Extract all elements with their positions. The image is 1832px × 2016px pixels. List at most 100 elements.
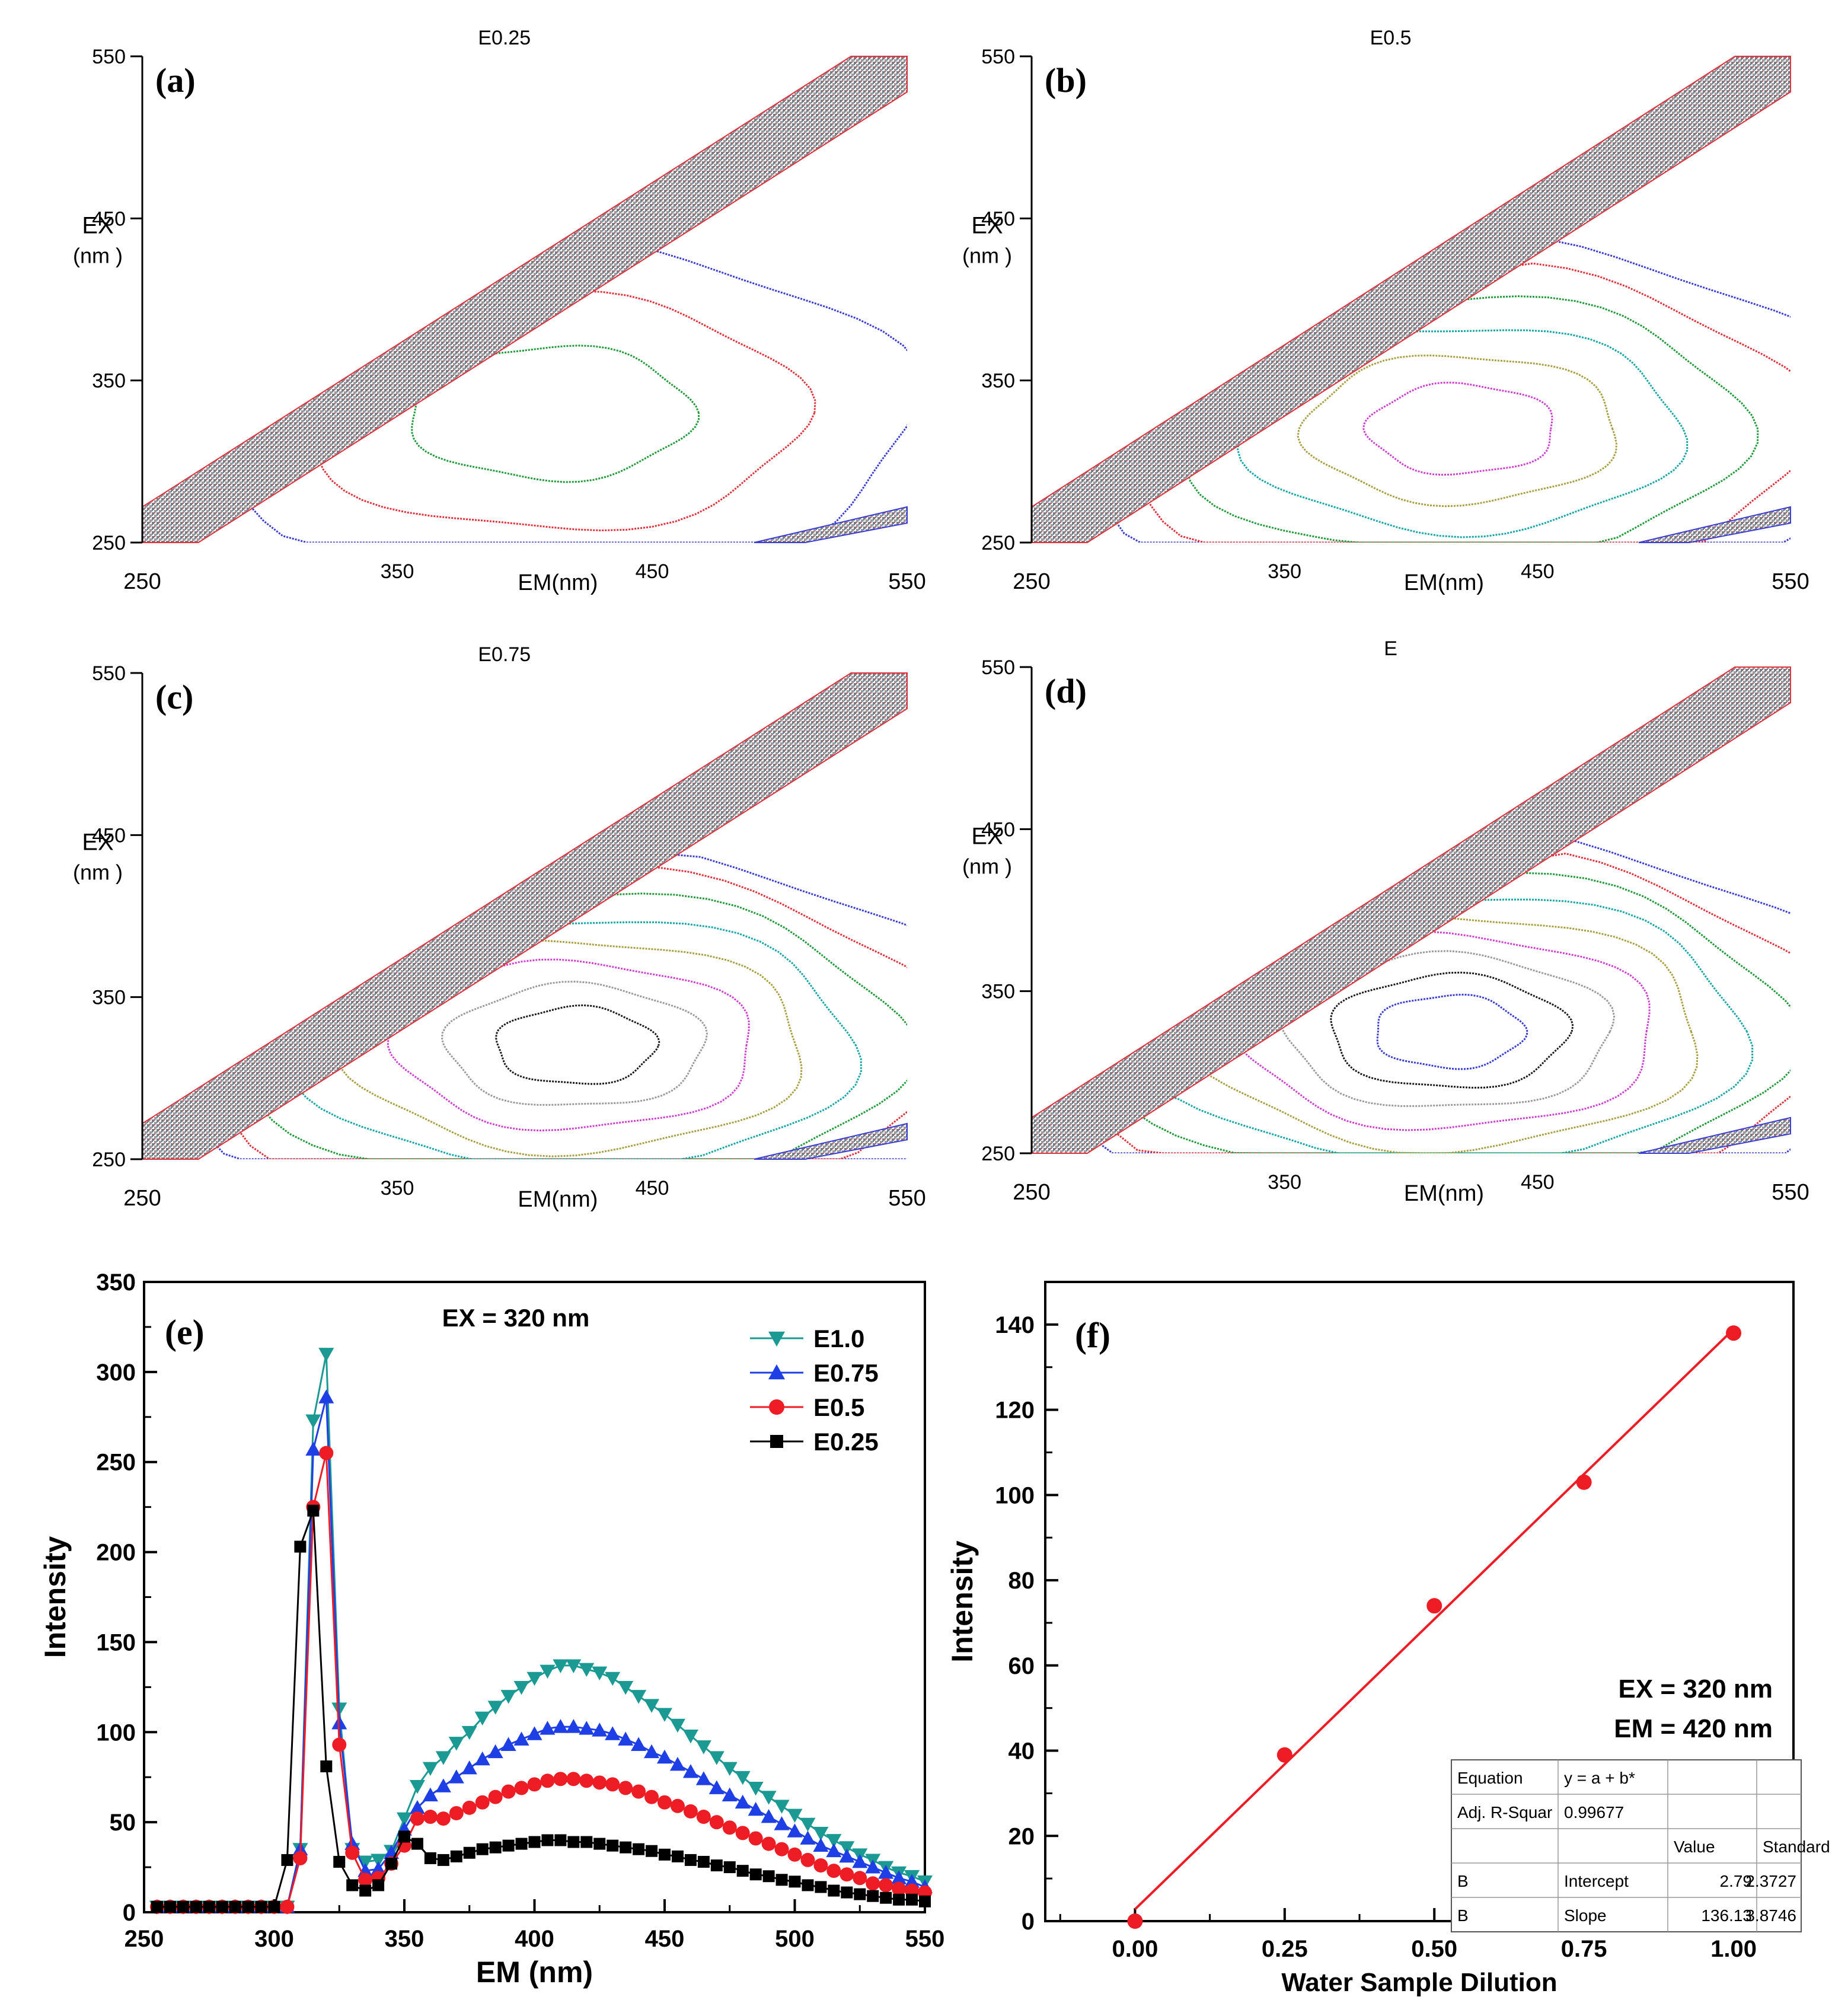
fit-table-frame — [1451, 1759, 1802, 1932]
y-tick-label: 20 — [1008, 1823, 1035, 1849]
x-tick-label: 550 — [1772, 1180, 1809, 1205]
data-point — [553, 1719, 569, 1733]
data-point — [500, 1737, 516, 1751]
data-point — [735, 1794, 751, 1809]
x-tick-label: 350 — [1268, 560, 1301, 583]
y-tick-label: 0 — [1022, 1909, 1035, 1935]
data-point — [878, 1865, 894, 1879]
data-point — [461, 1725, 477, 1740]
data-point — [774, 1842, 789, 1856]
data-point — [474, 1711, 490, 1725]
data-point — [476, 1843, 489, 1855]
data-point — [541, 1834, 554, 1846]
data-point — [696, 1810, 711, 1824]
data-point — [682, 1764, 698, 1778]
rayleigh-scatter-band — [1031, 56, 1791, 543]
data-point — [789, 1875, 801, 1888]
data-point — [826, 1843, 842, 1858]
x-tick-label: 450 — [645, 1926, 685, 1952]
data-point — [633, 1843, 645, 1855]
panel-title: E — [1384, 637, 1397, 660]
data-point — [580, 1836, 593, 1848]
data-point — [331, 1715, 347, 1730]
data-point — [500, 1690, 516, 1704]
data-point — [411, 1838, 423, 1850]
panel-letter: (e) — [165, 1313, 205, 1352]
data-point — [294, 1540, 307, 1553]
y-tick-label: 100 — [96, 1720, 136, 1746]
fit-table-cell: Adj. R-Squar — [1457, 1803, 1552, 1822]
data-point — [527, 1777, 542, 1792]
series-E0.25 — [151, 1504, 931, 1913]
data-point — [748, 1831, 763, 1846]
data-point — [722, 1787, 738, 1801]
data-point — [761, 1809, 777, 1823]
data-point — [151, 1900, 163, 1913]
series-line — [157, 1510, 925, 1908]
y-tick-label: 250 — [96, 1450, 136, 1476]
data-point — [697, 1855, 710, 1868]
data-point — [346, 1879, 359, 1891]
second-order-band — [754, 506, 908, 543]
panel-letter: (d) — [1045, 672, 1087, 710]
data-point — [840, 1867, 854, 1882]
data-point — [448, 1769, 464, 1784]
x-tick-label: 500 — [775, 1926, 815, 1952]
data-point — [906, 1893, 918, 1906]
x-tick-label: 0.50 — [1411, 1936, 1457, 1962]
data-point — [607, 1839, 619, 1852]
data-point — [1127, 1913, 1143, 1929]
data-point — [345, 1845, 360, 1860]
data-point — [398, 1830, 410, 1843]
data-point — [631, 1737, 647, 1751]
x-tick-label: 1.00 — [1710, 1936, 1757, 1962]
data-point — [839, 1848, 855, 1863]
y-axis-label-ex: EX — [82, 829, 113, 855]
panel-title: E0.5 — [1370, 27, 1412, 49]
panel-title: E0.75 — [478, 643, 531, 666]
contour-panel-d: 250 350 450 550 250 350 450 550 EM(nm) EX (nm ) E (d… — [962, 637, 1809, 1206]
data-point — [708, 1751, 724, 1765]
data-point — [592, 1722, 608, 1737]
data-point — [826, 1834, 842, 1848]
data-point — [540, 1664, 556, 1679]
data-point — [683, 1804, 698, 1819]
legend-marker — [770, 1435, 783, 1448]
data-point — [774, 1800, 790, 1814]
y-tick-label: 550 — [981, 656, 1015, 679]
x-tick-label: 250 — [123, 569, 161, 594]
contour-level — [387, 958, 750, 1132]
x-tick-label: 0.25 — [1262, 1936, 1308, 1962]
x-axis-label: EM(nm) — [518, 1187, 598, 1212]
y-tick-label: 0 — [123, 1900, 136, 1926]
legend: E1.0 E0.75 E0.5 E0.25 — [750, 1325, 879, 1456]
data-point — [723, 1861, 736, 1874]
data-point — [553, 1772, 568, 1787]
contour-level — [1147, 898, 1754, 1153]
panel-letter: (b) — [1045, 61, 1087, 100]
x-tick-label: 450 — [1521, 1171, 1555, 1194]
data-point — [526, 1672, 542, 1686]
data-point — [710, 1859, 723, 1872]
data-point — [528, 1836, 541, 1848]
data-point — [852, 1854, 868, 1868]
data-point — [644, 1699, 660, 1713]
data-point — [502, 1839, 515, 1852]
data-point — [567, 1836, 580, 1848]
data-point — [646, 1845, 658, 1857]
rayleigh-scatter-band — [142, 56, 908, 543]
data-point — [631, 1690, 647, 1704]
y-tick-label: 40 — [1008, 1739, 1035, 1765]
data-point — [229, 1900, 241, 1913]
y-tick-label: 350 — [96, 1269, 136, 1296]
data-point — [579, 1773, 594, 1788]
data-point — [762, 1870, 775, 1883]
fit-table-cell: 2.3727 — [1745, 1872, 1796, 1890]
data-point — [828, 1884, 840, 1897]
data-point — [449, 1806, 464, 1820]
data-point — [540, 1721, 556, 1735]
data-point — [722, 1762, 738, 1776]
x-tick-label: 250 — [125, 1926, 164, 1952]
data-point — [618, 1680, 634, 1695]
